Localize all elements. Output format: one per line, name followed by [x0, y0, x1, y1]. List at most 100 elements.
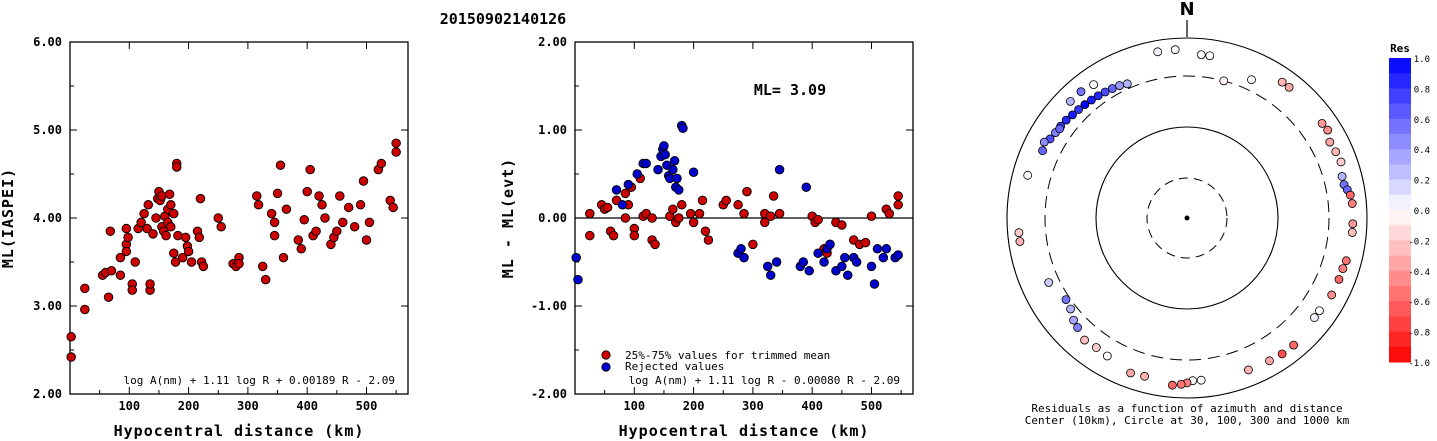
colorbar-cell	[1389, 225, 1411, 241]
data-point	[840, 252, 850, 263]
data-point	[305, 164, 315, 175]
data-point	[617, 200, 628, 210]
data-point	[281, 204, 292, 214]
residual-x-axis-label: Hypocentral distance (km)	[619, 422, 870, 440]
y-tick-label: 5.00	[33, 123, 62, 137]
data-point	[798, 257, 809, 267]
y-tick-label: 0.00	[538, 211, 567, 225]
colorbar-tick-label: 0.2	[1414, 177, 1430, 187]
data-point	[608, 230, 619, 241]
legend-accepted-marker	[601, 350, 611, 360]
residual-colorbar: Res 1.0 0.8 0.6 0.4 0.2 0.0 -0.2 -0.4 -0.6 -0.8 -1…	[1389, 42, 1430, 369]
data-point	[632, 169, 643, 179]
data-point	[391, 138, 401, 148]
data-point	[314, 191, 324, 201]
colorbar-cells	[1389, 58, 1411, 363]
data-point	[678, 123, 688, 133]
station-marker	[1277, 349, 1287, 359]
colorbar-tick-label: 0.6	[1414, 116, 1430, 126]
station-marker	[1091, 343, 1101, 352]
station-marker	[1080, 335, 1089, 345]
azimuth-residual-panel: N Residuals as a function of azimuth and…	[1006, 0, 1368, 427]
station-marker	[1170, 45, 1180, 55]
data-point	[851, 257, 862, 267]
x-tick-label: 300	[742, 399, 764, 413]
data-point	[106, 266, 117, 276]
data-point	[676, 200, 687, 210]
data-point	[641, 158, 651, 169]
data-point	[860, 237, 871, 248]
data-point	[148, 229, 158, 239]
data-point	[103, 292, 114, 302]
station-marker	[1055, 124, 1065, 134]
station-marker	[1080, 100, 1090, 109]
data-point	[376, 158, 387, 169]
x-tick-label: 100	[623, 399, 645, 413]
data-point	[893, 250, 903, 260]
station-marker	[1323, 125, 1333, 135]
data-point	[620, 213, 631, 223]
residual-plot-points	[571, 120, 903, 289]
data-point	[739, 252, 749, 263]
legend-rejected-marker	[601, 362, 611, 372]
data-point	[765, 211, 776, 221]
data-point	[198, 261, 209, 272]
y-tick-label: 4.00	[33, 211, 62, 225]
station-marker	[1044, 278, 1054, 287]
data-point	[145, 279, 155, 289]
colorbar-cell	[1389, 286, 1411, 302]
station-marker	[1327, 290, 1337, 300]
data-point	[355, 200, 366, 210]
colorbar-cell	[1389, 164, 1411, 181]
data-point	[142, 223, 152, 234]
ring-1000km	[1006, 37, 1368, 399]
colorbar-cell	[1389, 179, 1411, 196]
station-marker	[1073, 323, 1082, 332]
x-tick-label: 500	[861, 399, 883, 413]
data-point	[364, 217, 375, 228]
data-point	[269, 217, 280, 228]
legend-accepted-label: 25%-75% values for trimmed mean	[625, 349, 830, 362]
station-marker	[1338, 264, 1348, 274]
data-point	[278, 252, 289, 263]
residual-formula: log A(nm) + 1.11 log R - 0.00080 R - 2.0…	[628, 374, 900, 387]
station-marker	[1069, 315, 1078, 325]
data-point	[349, 222, 360, 232]
station-marker	[1115, 81, 1124, 90]
ml-event-value: ML= 3.09	[754, 81, 826, 99]
data-point	[804, 266, 814, 276]
colorbar-cell	[1389, 88, 1411, 105]
station-marker	[1277, 77, 1287, 87]
data-point	[296, 244, 307, 254]
data-point	[866, 261, 877, 272]
data-point	[80, 283, 90, 294]
station-marker	[1153, 47, 1163, 57]
epicenter-marker	[1184, 215, 1190, 221]
data-point	[388, 202, 398, 213]
data-point	[700, 226, 711, 236]
data-point	[869, 279, 880, 289]
data-point	[161, 230, 171, 241]
data-point	[171, 162, 182, 172]
x-tick-label: 200	[178, 399, 200, 413]
data-point	[143, 200, 154, 210]
colorbar-cell	[1389, 270, 1411, 287]
station-marker	[1100, 87, 1110, 97]
colorbar-cell	[1389, 103, 1411, 120]
colorbar-cell	[1389, 301, 1411, 317]
colorbar-tick-label: -0.2	[1408, 237, 1430, 247]
station-marker	[1196, 50, 1206, 60]
data-point	[173, 230, 183, 241]
colorbar-tick-label: -0.6	[1408, 298, 1430, 308]
data-point	[272, 188, 283, 199]
station-marker	[1247, 75, 1256, 85]
data-point	[169, 248, 179, 258]
data-point	[647, 213, 657, 223]
data-point	[80, 304, 90, 315]
data-point	[774, 164, 785, 175]
data-point	[884, 208, 895, 219]
colorbar-cell	[1389, 346, 1411, 363]
colorbar-cell	[1389, 149, 1411, 165]
data-point	[216, 222, 226, 232]
station-marker	[1205, 51, 1215, 61]
